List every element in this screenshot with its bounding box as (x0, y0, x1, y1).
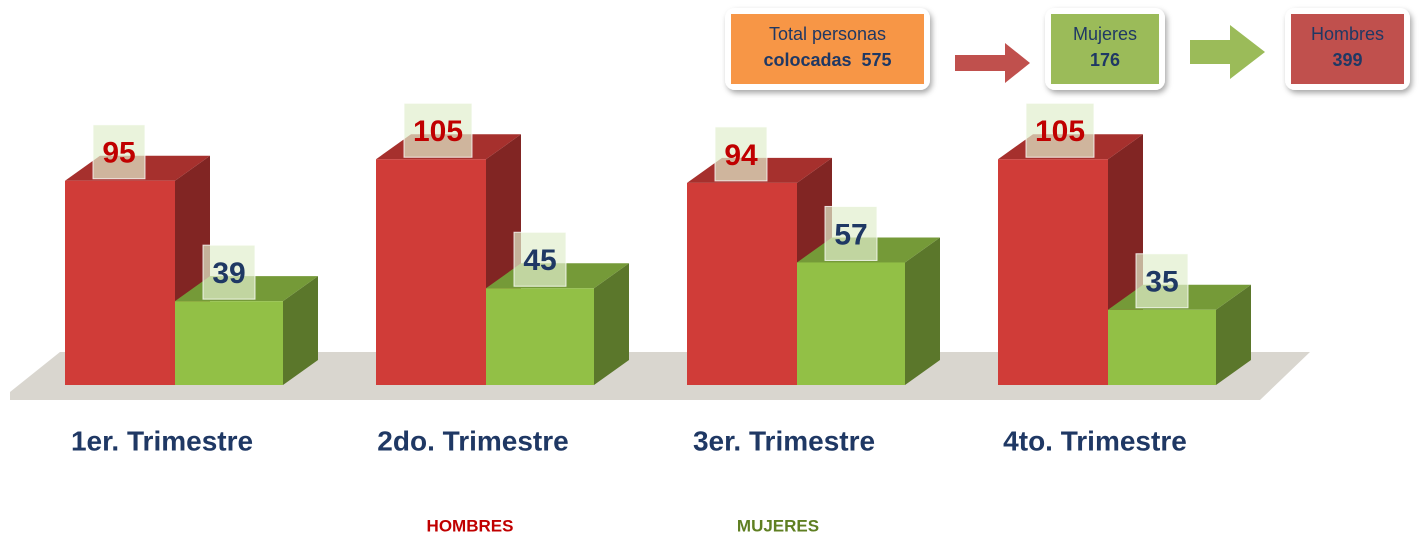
summary-value-line: colocadas 575 (763, 50, 891, 70)
value-label-box (403, 102, 473, 158)
summary-value: 575 (862, 50, 892, 70)
value-label: 95 (102, 137, 135, 170)
summary-value-line: 399 (1332, 50, 1362, 70)
summary-label: Hombres (1311, 24, 1384, 44)
summary-label: Total personas (769, 24, 886, 44)
value-label: 57 (834, 218, 867, 251)
legend-entry: MUJERES (737, 516, 819, 535)
bar (65, 180, 175, 385)
category-label: 3er. Trimestre (693, 425, 875, 456)
bar (376, 159, 486, 385)
summary-value-line: 176 (1090, 50, 1120, 70)
value-label-box (1025, 102, 1095, 158)
summary-label: Mujeres (1073, 24, 1137, 44)
value-label: 105 (413, 115, 463, 148)
bar-side (283, 276, 318, 385)
bar (175, 301, 283, 385)
bar-side (594, 263, 629, 385)
value-label: 35 (1145, 266, 1178, 299)
value-label: 39 (212, 257, 245, 290)
bar (1108, 309, 1216, 385)
summary-box-fill (731, 14, 924, 84)
legend-entry: HOMBRES (427, 516, 514, 535)
value-label-box (92, 124, 146, 180)
value-label: 105 (1035, 115, 1085, 148)
arrow (1190, 25, 1265, 79)
value-label-box (202, 244, 256, 300)
summary-box-fill (1291, 14, 1404, 84)
bar (797, 262, 905, 385)
bar (486, 288, 594, 385)
bar (687, 182, 797, 385)
summary-value: 399 (1332, 50, 1362, 70)
value-label: 45 (523, 244, 556, 277)
bar (998, 159, 1108, 385)
summary-value: 176 (1090, 50, 1120, 70)
value-label: 94 (724, 139, 758, 172)
arrow (955, 43, 1030, 83)
summary-box-fill (1051, 14, 1159, 84)
summary-prefix: colocadas (763, 50, 851, 70)
value-label-box (714, 126, 768, 182)
value-label-box (1135, 253, 1189, 309)
category-label: 1er. Trimestre (71, 425, 253, 456)
category-label: 2do. Trimestre (377, 425, 568, 456)
category-label: 4to. Trimestre (1003, 425, 1187, 456)
bar-side (1216, 284, 1251, 385)
floor (10, 352, 1310, 400)
value-label-box (824, 205, 878, 261)
bar-side (905, 237, 940, 385)
value-label-box (513, 231, 567, 287)
